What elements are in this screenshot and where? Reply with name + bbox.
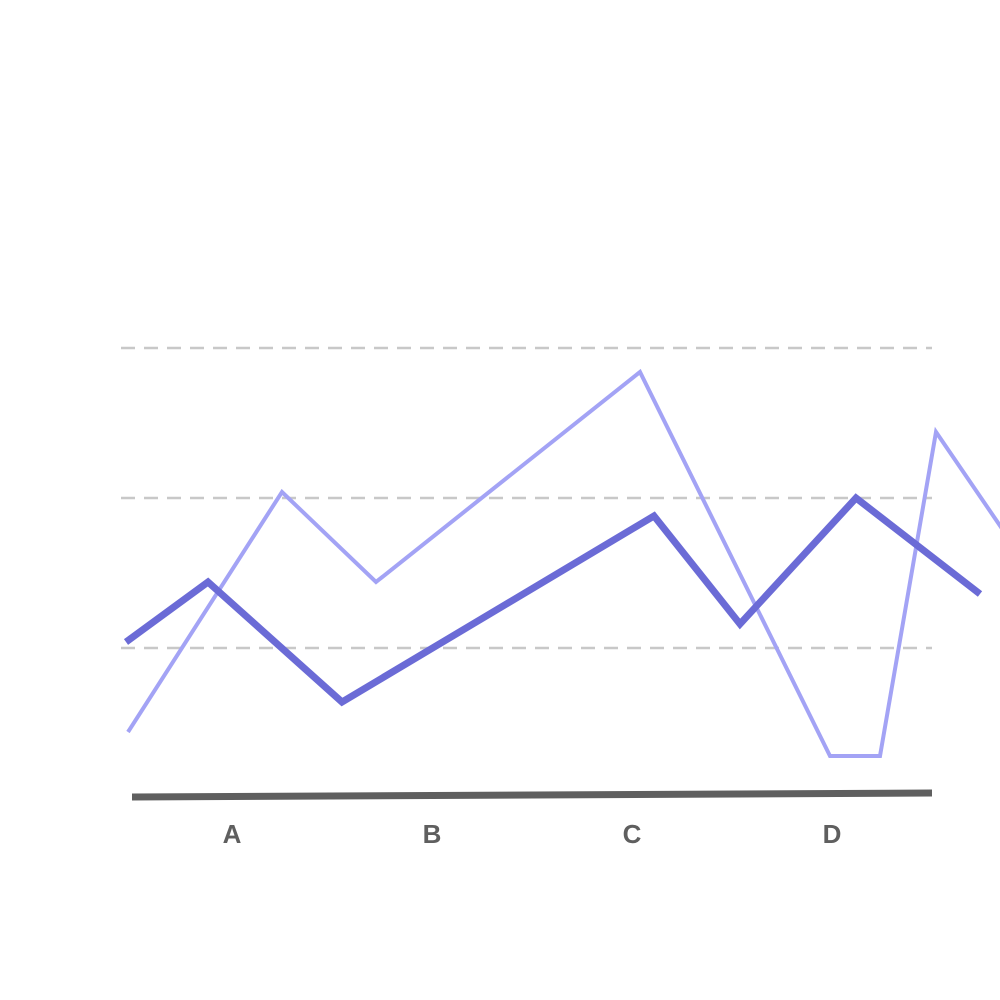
gridlines <box>121 346 932 650</box>
x-axis-line <box>131 789 933 801</box>
x-axis <box>131 789 933 801</box>
x-tick-label-a: A <box>223 819 242 849</box>
series-lines <box>123 368 1000 758</box>
x-tick-label-b: B <box>423 819 442 849</box>
series-line-2 <box>123 493 983 707</box>
series-line-1 <box>126 368 1000 758</box>
x-tick-labels: A B C D <box>223 819 842 849</box>
x-tick-label-c: C <box>623 819 642 849</box>
x-tick-label-d: D <box>823 819 842 849</box>
